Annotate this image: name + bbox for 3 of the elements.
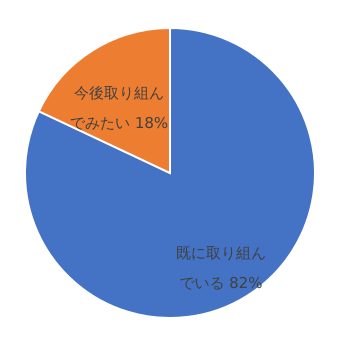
slice-label: 既に取り組んでいる 82% [176, 244, 266, 292]
pie-slice [24, 27, 316, 319]
slice-label: 今後取り組んでみたい 18% [70, 84, 168, 132]
